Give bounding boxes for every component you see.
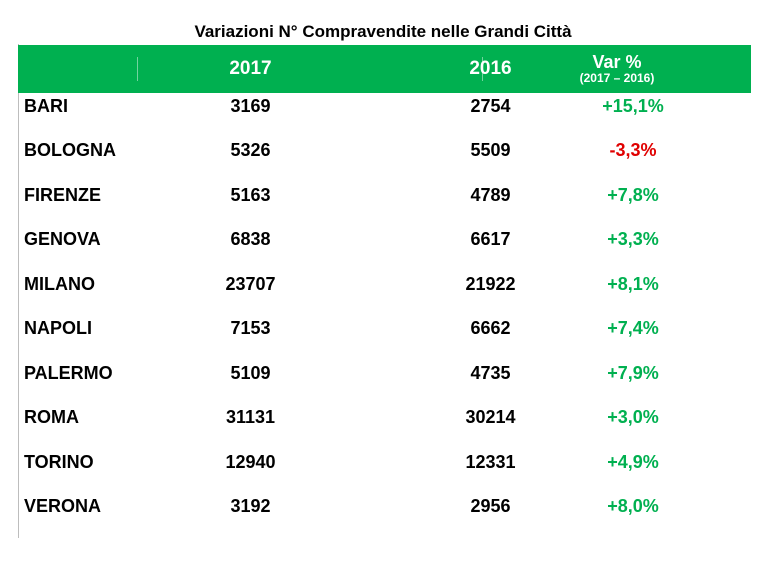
city-cell: BOLOGNA [24,140,116,160]
city-cell: PALERMO [24,362,113,383]
value-2017-cell: 7153 [230,318,271,338]
value-2016-cell: 5509 [470,140,511,160]
header-2016: 2016 [469,58,512,79]
city-cell: VERONA [24,496,102,516]
header-var-sublabel: (2017 – 2016) [579,71,655,86]
value-2017-cell: 5109 [230,362,271,383]
table-row: BARI 3169 2754 +15,1% [18,84,751,128]
left-border [18,44,19,538]
table-row: FIRENZE 5163 4789 +7,8% [18,173,751,217]
var-cell: +7,9% [607,362,659,383]
city-cell: GENOVA [24,229,101,249]
table-header: 2017 2016 Var % (2017 – 2016) [18,45,751,93]
var-cell: -3,3% [609,140,657,160]
var-cell: +3,0% [607,407,659,427]
var-cell: +7,8% [607,184,659,205]
var-cell: +8,0% [607,496,659,516]
value-2016-cell: 2956 [470,496,511,516]
value-2017-cell: 5163 [230,184,271,205]
value-2017-cell: 5326 [230,140,271,160]
value-2016-cell: 30214 [465,407,516,427]
value-2016-cell: 6617 [470,229,511,249]
table-row: GENOVA 6838 6617 +3,3% [18,218,751,262]
header-var-label: Var % [592,51,642,72]
value-2017-cell: 6838 [230,229,271,249]
table-row: NAPOLI 7153 6662 +7,4% [18,307,751,351]
value-2017-cell: 12940 [225,451,276,472]
var-cell: +3,3% [607,229,659,249]
header-separator [482,57,483,81]
value-2016-cell: 2754 [470,95,511,116]
value-2016-cell: 21922 [465,273,516,294]
table-row: VERONA 3192 2956 +8,0% [18,485,751,529]
var-cell: +8,1% [607,273,659,294]
city-cell: TORINO [24,451,94,472]
city-cell: NAPOLI [24,318,93,338]
city-cell: FIRENZE [24,184,102,205]
value-2016-cell: 4735 [470,362,511,383]
var-cell: +7,4% [607,318,659,338]
value-2017-cell: 3169 [230,95,271,116]
value-2017-cell: 23707 [225,273,276,294]
table-title: Variazioni N° Compravendite nelle Grandi… [194,22,572,41]
city-cell: MILANO [24,273,95,294]
table-row: BOLOGNA 5326 5509 -3,3% [18,129,751,173]
value-2017-cell: 31131 [225,407,276,427]
table-row: ROMA 31131 30214 +3,0% [18,396,751,440]
value-2016-cell: 6662 [470,318,511,338]
value-2016-cell: 4789 [470,184,511,205]
table-row: TORINO 12940 12331 +4,9% [18,440,751,484]
value-2016-cell: 12331 [465,451,516,472]
header-var: Var % (2017 – 2016) [483,45,751,93]
header-separator [137,57,138,81]
city-cell: BARI [24,95,68,116]
value-2017-cell: 3192 [230,496,271,516]
var-cell: +15,1% [602,95,664,116]
city-cell: ROMA [24,407,79,427]
var-cell: +4,9% [607,451,659,472]
header-2017: 2017 [229,58,272,79]
table-row: PALERMO 5109 4735 +7,9% [18,351,751,395]
table-row: MILANO 23707 21922 +8,1% [18,262,751,306]
